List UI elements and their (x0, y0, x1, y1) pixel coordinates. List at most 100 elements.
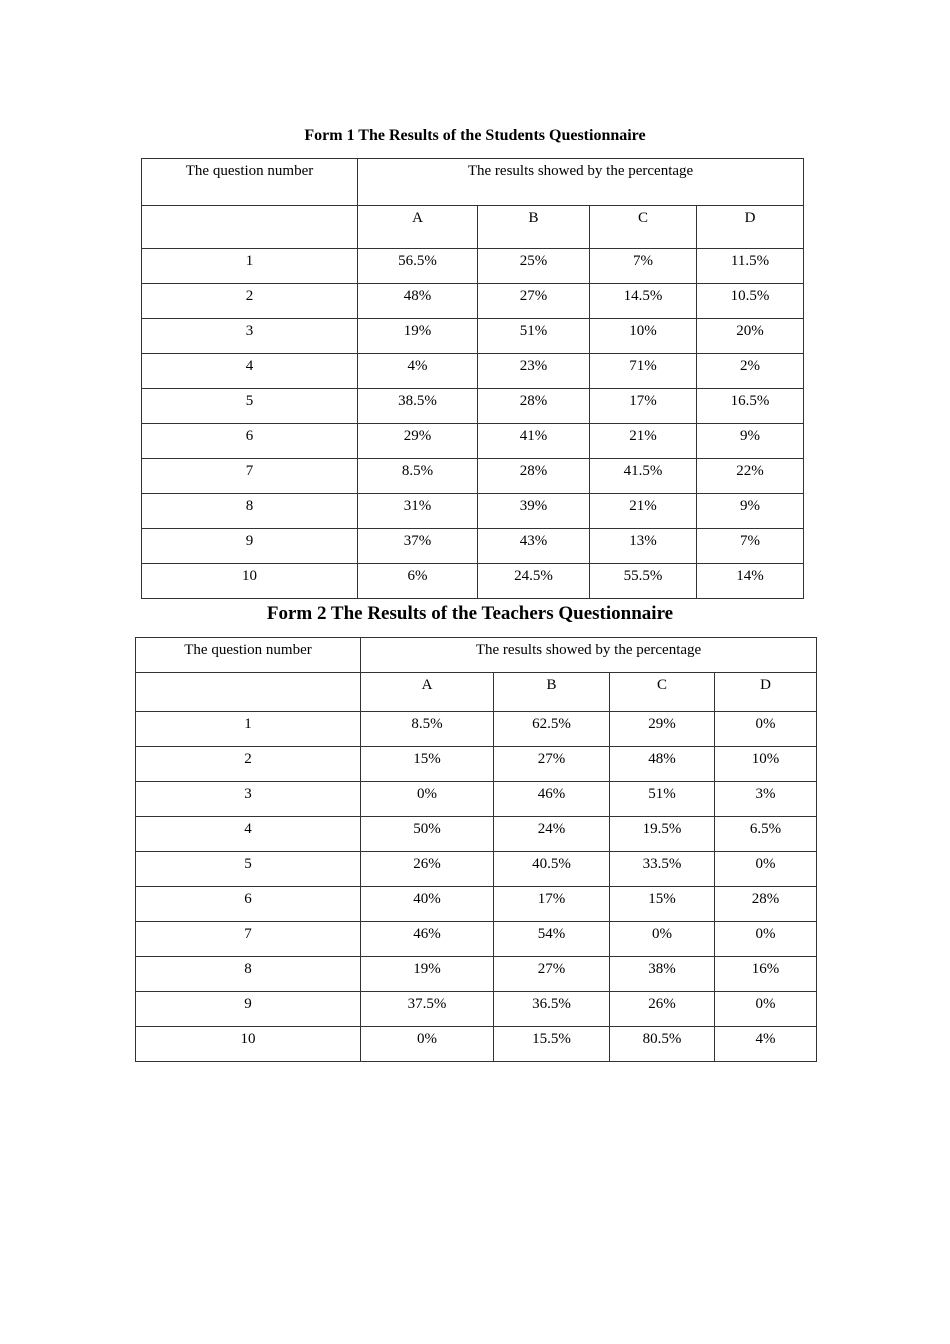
percentage-cell-d: 0% (713, 711, 818, 747)
percentage-cell-b: 15.5% (493, 1026, 610, 1062)
table-row: 3 19% 51% 10% 20% (141, 318, 805, 354)
percentage-cell-c: 7% (589, 248, 697, 284)
header-results: The results showed by the percentage (359, 637, 818, 673)
question-number-cell: 3 (141, 318, 358, 354)
percentage-cell-d: 0% (713, 921, 818, 957)
percentage-cell-d: 9% (695, 493, 805, 529)
percentage-cell-a: 40% (360, 886, 494, 922)
percentage-cell-a: 31% (357, 493, 478, 529)
table-row: 8 31% 39% 21% 9% (141, 493, 805, 529)
table-row: 4 4% 23% 71% 2% (141, 353, 805, 389)
question-number-cell: 2 (135, 746, 361, 782)
empty-cell (135, 672, 361, 712)
table-row: 1 56.5% 25% 7% 11.5% (141, 248, 805, 284)
header-row: The question number The results showed by… (141, 158, 805, 206)
percentage-cell-c: 38% (609, 956, 715, 992)
teachers-table-title: Form 2 The Results of the Teachers Quest… (266, 603, 674, 624)
percentage-cell-b: 51% (477, 318, 590, 354)
percentage-cell-d: 14% (695, 563, 805, 599)
question-number-cell: 3 (135, 781, 361, 817)
table-row: 9 37% 43% 13% 7% (141, 528, 805, 564)
question-number-cell: 2 (141, 283, 358, 319)
percentage-cell-d: 11.5% (695, 248, 805, 284)
question-number-cell: 7 (141, 458, 358, 494)
question-number-cell: 6 (135, 886, 361, 922)
percentage-cell-d: 0% (713, 851, 818, 887)
percentage-cell-c: 51% (609, 781, 715, 817)
percentage-cell-c: 15% (609, 886, 715, 922)
students-table-title: Form 1 The Results of the Students Quest… (304, 127, 646, 144)
percentage-cell-a: 19% (360, 956, 494, 992)
table-row: 7 46% 54% 0% 0% (135, 921, 818, 957)
table-row: 9 37.5% 36.5% 26% 0% (135, 991, 818, 1027)
percentage-cell-c: 55.5% (589, 563, 697, 599)
percentage-cell-b: 41% (477, 423, 590, 459)
percentage-cell-c: 10% (589, 318, 697, 354)
percentage-cell-d: 9% (695, 423, 805, 459)
percentage-cell-b: 36.5% (493, 991, 610, 1027)
percentage-cell-c: 33.5% (609, 851, 715, 887)
percentage-cell-d: 4% (713, 1026, 818, 1062)
percentage-cell-c: 17% (589, 388, 697, 424)
option-header-d: D (695, 205, 805, 249)
question-number-cell: 8 (135, 956, 361, 992)
option-header-b: B (493, 672, 610, 712)
percentage-cell-b: 27% (477, 283, 590, 319)
percentage-cell-b: 24% (493, 816, 610, 852)
question-number-cell: 7 (135, 921, 361, 957)
percentage-cell-c: 13% (589, 528, 697, 564)
option-header-a: A (360, 672, 494, 712)
question-number-cell: 9 (135, 991, 361, 1027)
table-row: 10 0% 15.5% 80.5% 4% (135, 1026, 818, 1062)
percentage-cell-d: 16.5% (695, 388, 805, 424)
percentage-cell-d: 6.5% (713, 816, 818, 852)
percentage-cell-c: 21% (589, 493, 697, 529)
table-row: 7 8.5% 28% 41.5% 22% (141, 458, 805, 494)
percentage-cell-b: 62.5% (493, 711, 610, 747)
percentage-cell-a: 26% (360, 851, 494, 887)
table-row: 5 26% 40.5% 33.5% 0% (135, 851, 818, 887)
table-row: 8 19% 27% 38% 16% (135, 956, 818, 992)
percentage-cell-a: 0% (360, 781, 494, 817)
percentage-cell-d: 0% (713, 991, 818, 1027)
percentage-cell-b: 23% (477, 353, 590, 389)
percentage-cell-a: 15% (360, 746, 494, 782)
percentage-cell-c: 14.5% (589, 283, 697, 319)
table-row: 2 15% 27% 48% 10% (135, 746, 818, 782)
table-row: 6 40% 17% 15% 28% (135, 886, 818, 922)
question-number-cell: 1 (141, 248, 358, 284)
percentage-cell-a: 56.5% (357, 248, 478, 284)
teachers-results-table: The question number The results showed by… (135, 637, 818, 1062)
percentage-cell-a: 0% (360, 1026, 494, 1062)
percentage-cell-c: 71% (589, 353, 697, 389)
percentage-cell-a: 50% (360, 816, 494, 852)
percentage-cell-a: 8.5% (360, 711, 494, 747)
percentage-cell-d: 3% (713, 781, 818, 817)
percentage-cell-a: 46% (360, 921, 494, 957)
percentage-cell-a: 8.5% (357, 458, 478, 494)
percentage-cell-a: 37% (357, 528, 478, 564)
empty-cell (141, 205, 358, 249)
percentage-cell-a: 4% (357, 353, 478, 389)
percentage-cell-d: 2% (695, 353, 805, 389)
table-row: 4 50% 24% 19.5% 6.5% (135, 816, 818, 852)
option-header-c: C (589, 205, 697, 249)
question-number-cell: 6 (141, 423, 358, 459)
percentage-cell-b: 28% (477, 458, 590, 494)
percentage-cell-b: 40.5% (493, 851, 610, 887)
question-number-cell: 4 (135, 816, 361, 852)
percentage-cell-c: 29% (609, 711, 715, 747)
students-results-table: The question number The results showed by… (141, 158, 805, 599)
percentage-cell-b: 43% (477, 528, 590, 564)
percentage-cell-b: 54% (493, 921, 610, 957)
table-row: 2 48% 27% 14.5% 10.5% (141, 283, 805, 319)
header-results: The results showed by the percentage (356, 158, 805, 206)
percentage-cell-c: 0% (609, 921, 715, 957)
table-row: 1 8.5% 62.5% 29% 0% (135, 711, 818, 747)
percentage-cell-b: 17% (493, 886, 610, 922)
header-question-number: The question number (141, 158, 358, 206)
table-row: 10 6% 24.5% 55.5% 14% (141, 563, 805, 599)
percentage-cell-c: 21% (589, 423, 697, 459)
